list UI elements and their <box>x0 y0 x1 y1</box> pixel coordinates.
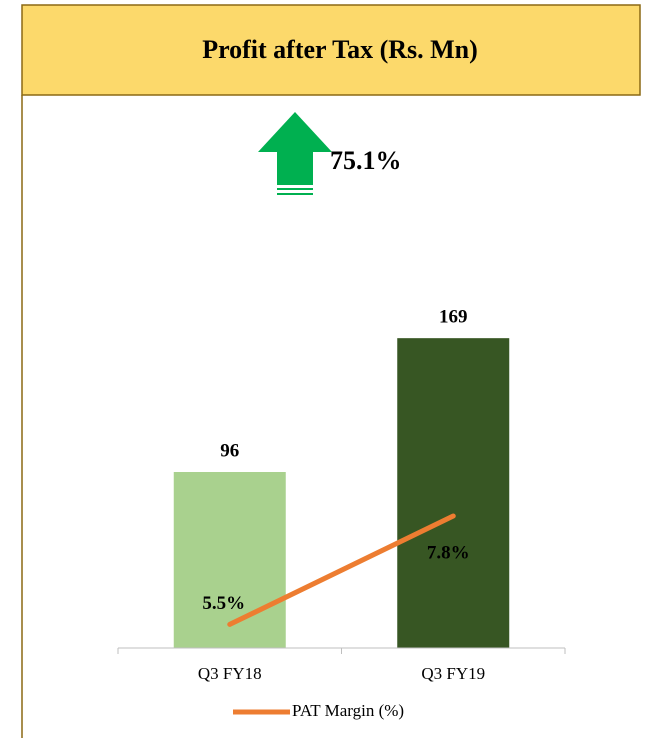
x-tick-label: Q3 FY19 <box>421 664 485 683</box>
header <box>21 4 641 96</box>
line-label: 5.5% <box>202 593 245 614</box>
bar-label: 96 <box>220 440 239 461</box>
line-label: 7.8% <box>427 542 470 563</box>
bar <box>173 472 286 648</box>
x-tick-label: Q3 FY18 <box>198 664 262 683</box>
bar-label: 169 <box>439 307 468 328</box>
legend-label: PAT Margin (%) <box>292 701 404 720</box>
chart-title: Profit after Tax (Rs. Mn) <box>202 35 478 64</box>
growth-annotation: 75.1% <box>330 146 402 175</box>
bar <box>397 338 510 648</box>
up-arrow <box>258 112 332 195</box>
line <box>227 513 456 627</box>
